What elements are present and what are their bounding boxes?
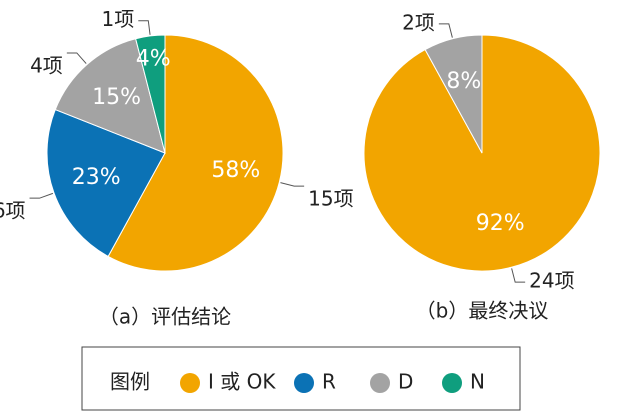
legend-box [81, 346, 521, 411]
legend-label: N [470, 370, 485, 394]
pie-slice [46, 108, 166, 258]
legend-swatch [442, 373, 462, 393]
count-label: 2项 [402, 10, 435, 34]
count-label: 1项 [102, 7, 135, 31]
value-label: 8% [446, 69, 481, 94]
value-label: 23% [72, 165, 121, 190]
leader-line [29, 192, 54, 199]
leader-line [511, 268, 526, 283]
pie-caption: （b）最终决议 [416, 299, 549, 323]
leader-line [138, 20, 151, 35]
value-label: 4% [136, 46, 171, 71]
pie-caption: （a）评估结论 [99, 305, 231, 329]
legend-label: I 或 OK [208, 370, 276, 394]
value-label: 15% [92, 85, 141, 110]
count-label: 24项 [529, 269, 574, 293]
legend-swatch [370, 373, 390, 393]
leader-line [66, 52, 87, 64]
legend-swatch [294, 373, 314, 393]
pie-slice [107, 34, 284, 272]
pie-slice [424, 34, 483, 154]
legend-swatch [180, 373, 200, 393]
count-label: 6项 [0, 199, 26, 223]
legend-label: D [398, 370, 413, 394]
legend-label: R [322, 370, 336, 394]
leader-line [280, 182, 305, 187]
pie-slice [135, 34, 166, 154]
pie-slice [54, 38, 166, 154]
count-label: 4项 [30, 53, 63, 77]
leader-line [438, 23, 453, 38]
count-label: 15项 [308, 187, 353, 211]
value-label: 58% [211, 158, 260, 183]
value-label: 92% [476, 211, 525, 236]
legend-title: 图例 [110, 370, 150, 394]
